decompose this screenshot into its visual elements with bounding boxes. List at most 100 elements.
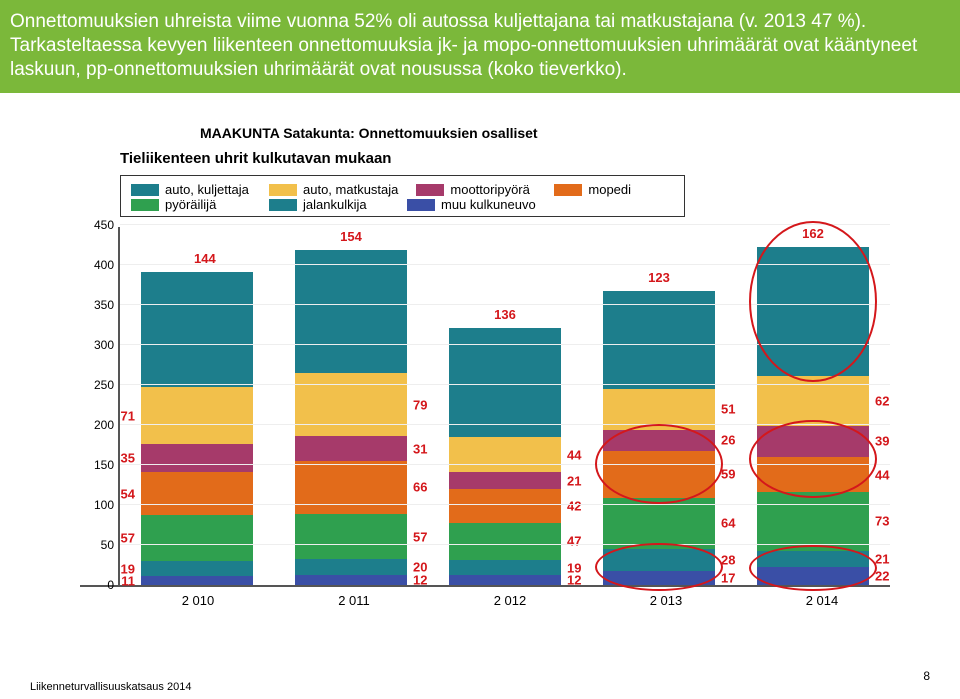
bar-segment: 28 — [603, 549, 715, 571]
bar-segment — [141, 272, 253, 387]
legend-swatch — [269, 184, 297, 196]
bar-total-label: 154 — [340, 229, 362, 244]
segment-value-label: 22 — [869, 569, 889, 584]
x-axis-labels: 2 0102 0112 0122 0132 014 — [120, 587, 900, 608]
segment-value-label: 19 — [561, 560, 581, 575]
bar-segment: 42 — [449, 489, 561, 523]
legend-swatch — [554, 184, 582, 196]
x-tick-label: 2 014 — [766, 593, 878, 608]
bar-segment: 57 — [295, 514, 407, 560]
bar-segment — [295, 250, 407, 373]
bar: 122057663179154 — [295, 250, 407, 585]
bar-segment: 66 — [295, 461, 407, 514]
legend-item: pyöräilijä — [131, 197, 251, 212]
y-tick: 150 — [80, 458, 118, 472]
legend-item: muu kulkuneuvo — [407, 197, 536, 212]
x-tick-label: 2 010 — [142, 593, 254, 608]
bar-total-label: 136 — [494, 307, 516, 322]
bar-segment: 71 — [141, 387, 253, 444]
y-tick: 0 — [80, 578, 118, 592]
bar-segment: 73 — [757, 492, 869, 550]
bar-segment: 59 — [603, 451, 715, 498]
bar-segment: 12 — [295, 575, 407, 585]
segment-value-label: 64 — [715, 516, 735, 531]
legend-swatch — [131, 199, 159, 211]
legend-swatch — [269, 199, 297, 211]
bar-segment: 17 — [603, 571, 715, 585]
legend-swatch — [131, 184, 159, 196]
bar: 222173443962162 — [757, 247, 869, 585]
legend-item: jalankulkija — [269, 197, 389, 212]
segment-value-label: 51 — [715, 402, 735, 417]
segment-value-label: 66 — [407, 480, 427, 495]
bar-segment: 47 — [449, 523, 561, 561]
banner: Onnettomuuksien uhreista viime vuonna 52… — [0, 0, 960, 93]
y-tick: 200 — [80, 418, 118, 432]
bar-segment: 64 — [603, 498, 715, 549]
x-tick-label: 2 012 — [454, 593, 566, 608]
segment-value-label: 31 — [407, 441, 427, 456]
bar-segment — [757, 247, 869, 377]
bar-total-label: 162 — [802, 226, 824, 241]
segment-value-label: 19 — [121, 561, 141, 576]
bar-segment: 44 — [757, 457, 869, 492]
segment-value-label: 71 — [121, 408, 141, 423]
segment-value-label: 39 — [869, 434, 889, 449]
segment-value-label: 20 — [407, 560, 427, 575]
y-tick: 50 — [80, 538, 118, 552]
chart-legend: auto, kuljettaja auto, matkustaja moottori… — [120, 175, 685, 217]
page-number: 8 — [923, 669, 930, 683]
legend-item: auto, kuljettaja — [131, 182, 251, 197]
y-tick: 400 — [80, 258, 118, 272]
segment-value-label: 17 — [715, 571, 735, 586]
segment-value-label: 73 — [869, 514, 889, 529]
segment-value-label: 54 — [121, 486, 141, 501]
segment-value-label: 59 — [715, 467, 735, 482]
segment-value-label: 26 — [715, 433, 735, 448]
legend-item: moottoripyörä — [416, 182, 536, 197]
legend-label: auto, kuljettaja — [165, 182, 249, 197]
segment-value-label: 28 — [715, 553, 735, 568]
bar-segment: 12 — [449, 575, 561, 585]
segment-value-label: 79 — [407, 397, 427, 412]
bar-segment: 22 — [757, 567, 869, 585]
segment-value-label: 62 — [869, 394, 889, 409]
bar-segment: 54 — [141, 472, 253, 515]
chart-plot: 050100150200250300350400450 111957543571… — [80, 227, 890, 587]
legend-label: pyöräilijä — [165, 197, 216, 212]
segment-value-label: 57 — [407, 529, 427, 544]
y-tick: 100 — [80, 498, 118, 512]
legend-swatch — [416, 184, 444, 196]
segment-value-label: 21 — [561, 473, 581, 488]
y-tick: 350 — [80, 298, 118, 312]
subheader: MAAKUNTA Satakunta: Onnettomuuksien osal… — [200, 125, 538, 141]
y-axis: 050100150200250300350400450 — [80, 227, 120, 585]
segment-value-label: 47 — [561, 534, 581, 549]
legend-label: mopedi — [588, 182, 631, 197]
bar-segment: 19 — [141, 561, 253, 576]
legend-item: mopedi — [554, 182, 674, 197]
legend-label: moottoripyörä — [450, 182, 529, 197]
bar-segment: 35 — [141, 444, 253, 472]
bar-segment: 44 — [449, 437, 561, 472]
banner-text: Onnettomuuksien uhreista viime vuonna 52… — [10, 11, 917, 80]
x-tick-label: 2 013 — [610, 593, 722, 608]
segment-value-label: 44 — [869, 467, 889, 482]
bar-segment: 79 — [295, 373, 407, 436]
bar-segment: 21 — [757, 551, 869, 568]
bar-segment: 26 — [603, 430, 715, 451]
bar: 111957543571144 — [141, 272, 253, 585]
segment-value-label: 42 — [561, 498, 581, 513]
bar-segment: 19 — [449, 560, 561, 575]
bar-segment: 57 — [141, 515, 253, 561]
bar-segment: 31 — [295, 436, 407, 461]
bars-container: 1119575435711441220576631791541219474221… — [120, 227, 890, 585]
bar-segment: 11 — [141, 576, 253, 585]
legend-item: auto, matkustaja — [269, 182, 398, 197]
y-tick: 300 — [80, 338, 118, 352]
bar: 172864592651123 — [603, 291, 715, 585]
footer-source: Liikenneturvallisuuskatsaus 2014 — [30, 681, 191, 693]
segment-value-label: 21 — [869, 552, 889, 567]
bar-segment: 20 — [295, 559, 407, 575]
segment-value-label: 44 — [561, 447, 581, 462]
